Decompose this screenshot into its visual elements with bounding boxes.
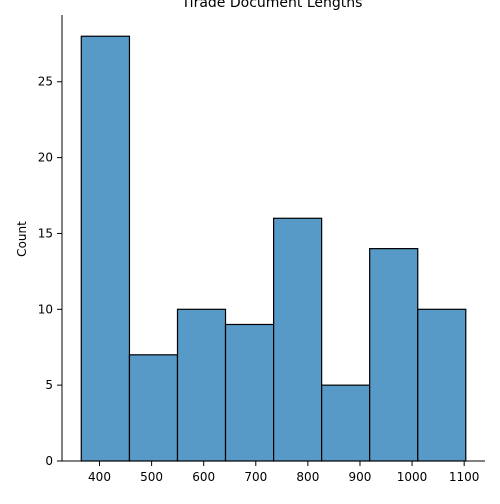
x-tick-label: 1000 — [397, 470, 428, 484]
x-tick-label: 900 — [349, 470, 372, 484]
y-tick-label: 0 — [45, 454, 53, 468]
histogram-bar — [321, 384, 371, 462]
histogram-bar — [369, 248, 419, 462]
y-tick-label: 10 — [38, 302, 53, 316]
y-tick-label: 25 — [38, 75, 53, 89]
bars-group — [80, 35, 467, 462]
x-tick-label: 800 — [296, 470, 319, 484]
chart-title: Tirade Document Lengths — [181, 0, 363, 11]
histogram-bar — [273, 217, 323, 462]
y-tick-label: 20 — [38, 151, 53, 165]
x-tick-label: 1100 — [449, 470, 480, 484]
x-tick-label: 400 — [88, 470, 111, 484]
y-axis-label: Count — [15, 221, 29, 257]
histogram-bar — [128, 354, 179, 462]
x-tick-label: 700 — [244, 470, 267, 484]
x-tick-label: 500 — [140, 470, 163, 484]
axes-group: 400 500 600 700 800 900 1000 1100 0 5 10 15 20 25 — [38, 15, 485, 484]
y-tick-label: 5 — [45, 378, 53, 392]
histogram-bar — [176, 308, 227, 462]
histogram-bar — [80, 35, 131, 462]
histogram-bar — [224, 323, 275, 462]
x-tick-label: 600 — [192, 470, 215, 484]
y-tick-label: 15 — [38, 226, 53, 240]
histogram-bar — [417, 308, 467, 462]
